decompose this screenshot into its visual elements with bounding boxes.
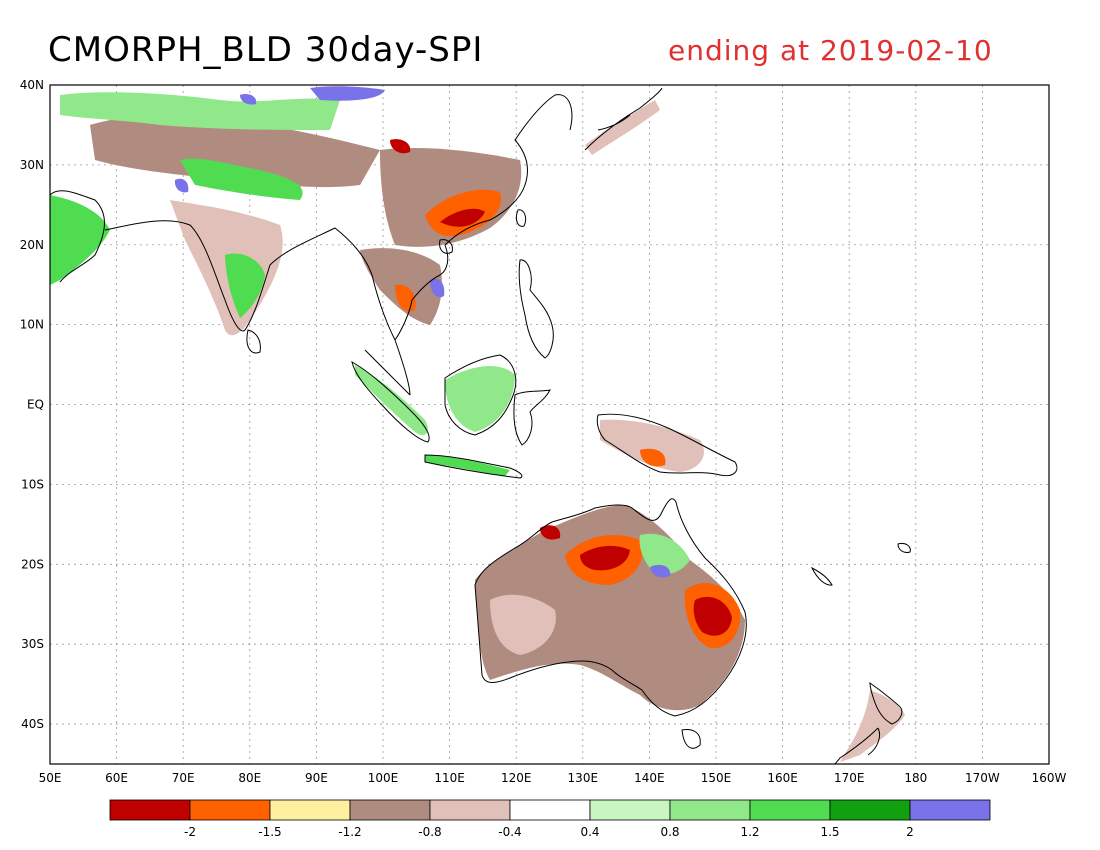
legend-swatch	[429, 799, 511, 821]
spi-area-australia-north-darkred	[580, 545, 630, 571]
legend-swatch	[109, 799, 191, 821]
map-title: CMORPH_BLD 30day-SPI	[48, 30, 484, 70]
spi-area-borneo	[445, 365, 515, 432]
spi-area-png-red	[640, 448, 666, 467]
lat-tick-label: 10N	[20, 318, 44, 332]
legend-label: 1.2	[740, 825, 759, 839]
lon-tick-label: 90E	[305, 771, 328, 785]
spi-shading	[50, 86, 905, 762]
spi-area-himalaya-green	[180, 158, 303, 200]
spi-area-australia-light	[490, 594, 556, 655]
coast-taiwan	[515, 209, 527, 227]
legend-label: 0.4	[580, 825, 599, 839]
lon-tick-label: 120E	[501, 771, 532, 785]
lon-tick-label: 130E	[568, 771, 599, 785]
lon-tick-label: 110E	[434, 771, 465, 785]
map-frame	[49, 84, 1050, 765]
spi-area-china-green	[60, 92, 340, 130]
legend-swatch	[669, 799, 751, 821]
lat-tick-label: 20S	[21, 557, 44, 571]
lat-tick-label: 20N	[20, 238, 44, 252]
lat-tick-label: 10S	[21, 477, 44, 491]
spi-area-java	[425, 455, 510, 476]
coast-borneo	[444, 354, 517, 436]
spi-area-blue-1	[310, 86, 385, 101]
legend-swatch	[909, 799, 991, 821]
lon-tick-label: 180	[904, 771, 927, 785]
legend-swatch	[829, 799, 911, 821]
spi-area-india-green	[225, 253, 265, 318]
lon-tick-label: 100E	[368, 771, 399, 785]
legend-swatch	[509, 799, 591, 821]
lat-tick-label: 40N	[20, 78, 44, 92]
legend-label: -0.4	[498, 825, 521, 839]
lon-tick-label: 70E	[172, 771, 195, 785]
coast-new-guinea	[596, 413, 738, 477]
coastlines	[50, 87, 911, 764]
coast-nz-north	[869, 682, 903, 725]
lon-tick-label: 170W	[965, 771, 1000, 785]
spi-area-arabia-green	[50, 195, 110, 285]
spi-area-blue-2	[430, 278, 445, 298]
legend-swatch	[589, 799, 671, 821]
spi-area-sumatra	[355, 365, 428, 436]
legend-label: 2	[906, 825, 914, 839]
coast-australia	[474, 498, 747, 717]
coast-sulawesi	[513, 389, 551, 446]
latitude-tick-labels: 40N 30N 20N 10N EQ 10S 20S 30S 40S	[20, 78, 44, 731]
spi-area-blue-4	[174, 178, 189, 193]
legend-swatch	[269, 799, 351, 821]
coast-hainan	[439, 239, 453, 254]
lon-tick-label: 160E	[767, 771, 798, 785]
color-legend: -2 -1.5 -1.2 -0.8 -0.4 0.4 0.8 1.2 1.5 2	[109, 799, 991, 839]
coast-new-caledonia	[810, 566, 833, 586]
spi-area-south-china-darkred	[440, 208, 485, 227]
spi-area-blue-3	[240, 94, 257, 105]
coast-fiji	[897, 543, 911, 553]
lon-tick-label: 150E	[701, 771, 732, 785]
spi-area-australia-north-west-red	[540, 525, 561, 540]
coast-tasmania	[681, 729, 701, 749]
lat-tick-label: EQ	[27, 398, 44, 412]
legend-swatch	[749, 799, 831, 821]
lon-tick-label: 60E	[105, 771, 128, 785]
coast-sumatra	[351, 361, 430, 443]
lat-tick-label: 30N	[20, 158, 44, 172]
legend-label: 0.8	[660, 825, 679, 839]
coast-japan	[584, 87, 663, 151]
lon-tick-label: 160W	[1032, 771, 1067, 785]
longitude-tick-labels: 50E 60E 70E 80E 90E 100E 110E 120E 130E 140E 150E 1…	[39, 771, 1067, 785]
legend-label: -1.5	[258, 825, 281, 839]
map-date-subtitle: ending at 2019-02-10	[668, 34, 993, 67]
spi-area-indochina-orange	[395, 284, 416, 312]
coast-asia	[50, 94, 573, 396]
spi-area-north-china-red	[390, 139, 411, 154]
spi-area-japan	[585, 100, 660, 155]
coast-sri-lanka	[246, 329, 261, 354]
legend-swatch	[349, 799, 431, 821]
legend-label: 1.5	[820, 825, 839, 839]
lon-tick-label: 80E	[238, 771, 261, 785]
lon-tick-label: 170E	[834, 771, 865, 785]
legend-label: -2	[184, 825, 196, 839]
spi-area-australia-blue	[650, 564, 671, 578]
coast-philippines	[518, 259, 554, 359]
legend-label: -0.8	[418, 825, 441, 839]
lon-tick-label: 50E	[39, 771, 62, 785]
spi-area-australia-east-darkred	[693, 596, 732, 636]
lon-tick-label: 140E	[634, 771, 665, 785]
coast-java	[424, 454, 523, 479]
legend-label: -1.2	[338, 825, 361, 839]
lat-tick-label: 30S	[21, 637, 44, 651]
legend-swatch	[189, 799, 271, 821]
spi-area-new-zealand	[840, 690, 905, 762]
coast-nz-south	[834, 727, 881, 764]
spi-area-australia-green	[639, 533, 690, 574]
spi-area-tibet	[90, 115, 380, 188]
lat-tick-label: 40S	[21, 717, 44, 731]
